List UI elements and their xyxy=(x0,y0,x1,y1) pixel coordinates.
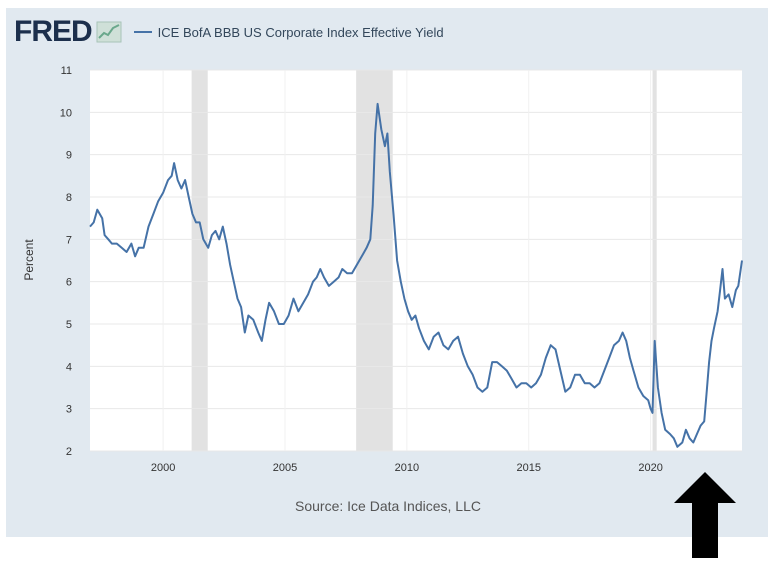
recession-band xyxy=(191,70,208,451)
chart-title: ICE BofA BBB US Corporate Index Effectiv… xyxy=(157,24,444,40)
y-tick-label: 10 xyxy=(60,107,72,119)
gridlines xyxy=(90,69,742,452)
line-chart-icon xyxy=(96,21,122,43)
x-axis-tick-labels: 2000 2005 2010 2015 2020 xyxy=(151,462,663,474)
plot-area xyxy=(90,70,742,451)
fred-logo[interactable]: FRED xyxy=(14,15,93,48)
x-tick-label: 2000 xyxy=(151,462,175,474)
y-axis-title: Percent xyxy=(22,239,36,281)
chart-header: FRED ICE BofA BBB US Corporate Index Eff… xyxy=(14,14,444,50)
y-tick-label: 9 xyxy=(66,150,72,162)
y-tick-label: 8 xyxy=(66,192,72,204)
y-tick-label: 6 xyxy=(66,277,72,289)
x-tick-label: 2005 xyxy=(273,462,297,474)
arrow-up-icon xyxy=(674,472,736,558)
y-tick-label: 7 xyxy=(66,234,72,246)
y-tick-label: 4 xyxy=(66,361,72,373)
y-tick-label: 3 xyxy=(66,404,72,416)
y-axis-tick-labels: 2 3 4 5 6 7 8 9 10 11 xyxy=(60,65,72,458)
x-tick-label: 2020 xyxy=(638,462,662,474)
y-tick-label: 5 xyxy=(66,319,72,331)
recession-band xyxy=(652,70,657,451)
series-line xyxy=(89,102,743,448)
source-text: Source: Ice Data Indices, LLC xyxy=(295,498,481,514)
series-layer xyxy=(89,102,743,448)
y-tick-label: 11 xyxy=(61,65,72,77)
x-tick-label: 2010 xyxy=(395,462,419,474)
legend-swatch xyxy=(133,31,152,33)
x-tick-label: 2015 xyxy=(516,462,540,474)
y-tick-label: 2 xyxy=(66,446,72,458)
recession-band xyxy=(356,70,393,451)
